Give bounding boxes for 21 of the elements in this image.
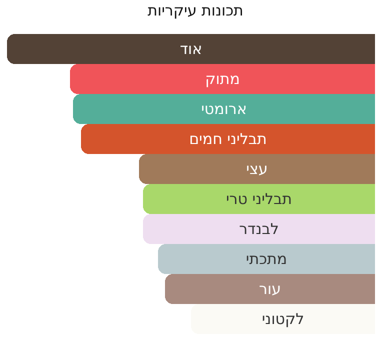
- bar: [191, 304, 375, 334]
- bar: [70, 64, 375, 94]
- bar: [165, 274, 375, 304]
- bar: [143, 214, 375, 244]
- y-tick-label: עצי: [246, 160, 268, 178]
- bar: [158, 244, 375, 274]
- y-tick-label: מתכתי: [246, 250, 288, 268]
- bar: [81, 124, 375, 154]
- y-tick-label: ארומטי: [201, 100, 247, 118]
- bar: [143, 184, 375, 214]
- y-tick-label: אוד: [180, 40, 202, 58]
- y-tick-label: לקטוני: [262, 310, 304, 328]
- y-tick-label: תבליני טרי: [226, 190, 292, 208]
- y-tick-label: תבליני חמים: [189, 130, 267, 148]
- y-tick-label: עור: [259, 280, 281, 298]
- bar: [7, 34, 375, 64]
- bar: [73, 94, 375, 124]
- y-tick-label: לבנדר: [239, 220, 279, 238]
- bar: [139, 154, 375, 184]
- chart-title: תכונות עיקריות: [148, 2, 244, 20]
- y-tick-label: מתוק: [205, 70, 240, 88]
